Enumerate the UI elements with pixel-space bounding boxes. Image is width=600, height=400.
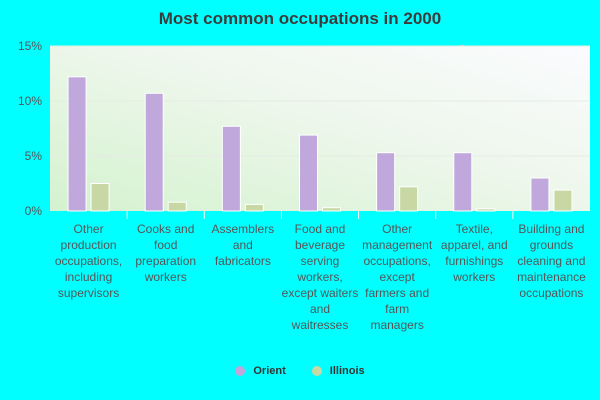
- bar-illinois: [322, 207, 341, 212]
- bar-illinois: [399, 186, 419, 212]
- y-tick-label: 0%: [25, 204, 43, 218]
- bar-orient: [453, 152, 473, 212]
- bar-illinois: [244, 203, 264, 212]
- legend-item-illinois: Illinois: [311, 365, 365, 377]
- bar-illinois: [476, 208, 496, 212]
- x-category-label: Cooks and food preparation workers: [135, 222, 197, 284]
- bar-illinois: [90, 183, 110, 212]
- legend-label: Illinois: [329, 365, 365, 377]
- x-category-label: Other management occupations, except far…: [362, 222, 433, 332]
- y-tick-label: 10%: [18, 94, 42, 108]
- bar-orient: [530, 177, 550, 212]
- legend-label: Orient: [253, 365, 286, 377]
- x-category-label: Textile, apparel, and furnishings worker…: [440, 222, 508, 284]
- bar-orient: [221, 125, 241, 212]
- legend-swatch: [311, 366, 322, 376]
- bar-illinois: [553, 189, 573, 212]
- bar-orient: [299, 134, 318, 212]
- x-category-label: Food and beverage serving workers, excep…: [281, 222, 359, 332]
- legend-item-orient: Orient: [235, 365, 286, 377]
- y-tick-label: 5%: [25, 149, 43, 163]
- y-tick-label: 15%: [18, 39, 42, 53]
- plot-background: [50, 46, 590, 211]
- chart-title: Most common occupations in 2000: [158, 9, 442, 28]
- x-category-label: Assemblers and fabricators: [211, 222, 275, 268]
- bar-illinois: [167, 201, 187, 212]
- bar-orient: [144, 92, 164, 212]
- legend: Orient Illinois: [0, 365, 600, 377]
- x-category-label: Other production occupations, including …: [54, 222, 123, 300]
- bar-orient: [67, 76, 87, 212]
- legend-swatch: [235, 366, 246, 376]
- x-category-label: Building and grounds cleaning and mainte…: [517, 222, 586, 300]
- bar-orient: [376, 152, 396, 212]
